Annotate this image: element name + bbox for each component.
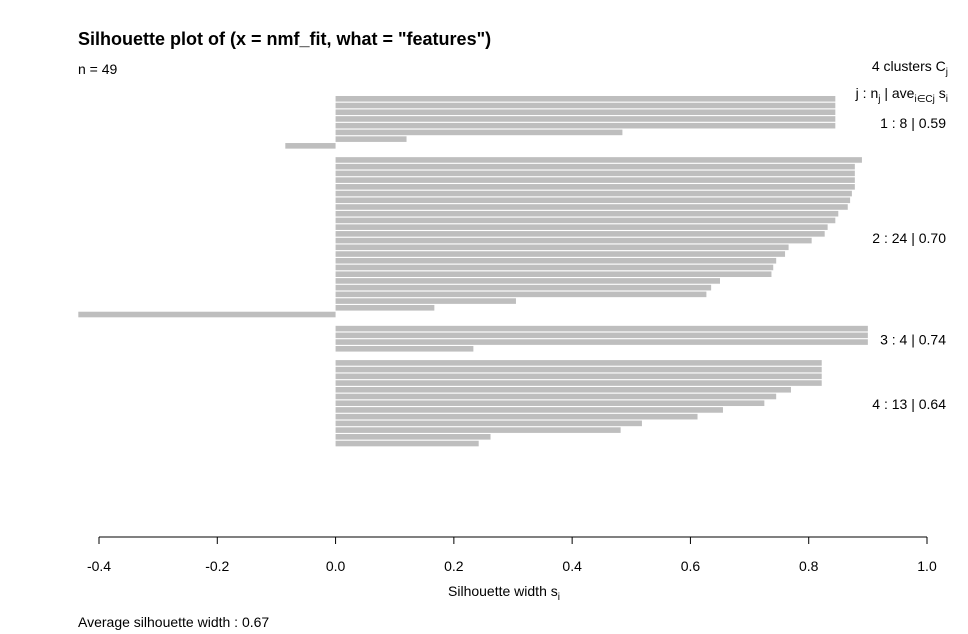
silhouette-bar-c2-2 bbox=[335, 163, 855, 170]
silhouette-bar-c4-3 bbox=[335, 373, 822, 380]
silhouette-bar-c2-23 bbox=[335, 304, 435, 311]
silhouette-bar-c3-3 bbox=[335, 339, 868, 345]
silhouette-bar-c2-11 bbox=[335, 224, 828, 230]
silhouette-bar-c1-8 bbox=[285, 143, 336, 149]
silhouette-bar-c4-1 bbox=[335, 360, 822, 366]
silhouette-bar-c1-2 bbox=[335, 102, 836, 109]
bars-group bbox=[78, 96, 868, 447]
silhouette-bar-c4-12 bbox=[335, 434, 491, 440]
silhouette-bar-c3-2 bbox=[335, 332, 868, 339]
silhouette-bar-c2-12 bbox=[335, 231, 825, 237]
silhouette-bar-c2-21 bbox=[335, 291, 707, 298]
x-axis: -0.4 -0.2 0.0 0.2 0.4 0.6 0.8 1.0 bbox=[87, 536, 937, 574]
legend-header: 4 clusters Cj j : nj | avei∈Cj si bbox=[856, 56, 948, 110]
x-tick-label-0: -0.4 bbox=[87, 558, 111, 574]
silhouette-bar-c2-20 bbox=[335, 284, 712, 291]
silhouette-bar-c2-9 bbox=[335, 210, 839, 217]
cluster-label-3: 3 : 4 | 0.74 bbox=[880, 331, 946, 347]
silhouette-bar-c2-6 bbox=[335, 190, 852, 197]
silhouette-bar-c4-13 bbox=[335, 440, 479, 447]
silhouette-bar-c2-13 bbox=[335, 237, 812, 244]
x-tick-label-5: 0.6 bbox=[681, 558, 701, 574]
silhouette-bar-c2-14 bbox=[335, 244, 789, 251]
x-tick-label-1: -0.2 bbox=[205, 558, 229, 574]
silhouette-bar-c4-2 bbox=[335, 366, 822, 373]
silhouette-bar-c4-9 bbox=[335, 413, 698, 420]
silhouette-bar-c2-10 bbox=[335, 217, 836, 224]
silhouette-bar-c2-1 bbox=[335, 157, 862, 163]
silhouette-bar-c1-6 bbox=[335, 129, 623, 136]
x-axis-label: Silhouette width si bbox=[448, 583, 560, 603]
legend-line-1: 4 clusters Cj bbox=[871, 58, 948, 78]
silhouette-bar-c4-10 bbox=[335, 420, 642, 427]
cluster-label-4: 4 : 13 | 0.64 bbox=[872, 396, 946, 412]
silhouette-bar-c1-4 bbox=[335, 116, 836, 122]
legend-line-2: j : nj | avei∈Cj si bbox=[855, 84, 948, 105]
silhouette-bar-c2-18 bbox=[335, 271, 772, 277]
chart-title: Silhouette plot of (x = nmf_fit, what = … bbox=[78, 29, 492, 49]
x-tick-label-6: 0.8 bbox=[799, 558, 819, 574]
silhouette-bar-c1-7 bbox=[335, 136, 407, 142]
silhouette-bar-c2-17 bbox=[335, 264, 774, 271]
silhouette-bar-c2-22 bbox=[335, 298, 516, 304]
silhouette-bar-c4-4 bbox=[335, 380, 822, 386]
silhouette-bar-c4-5 bbox=[335, 386, 791, 393]
silhouette-bar-c1-5 bbox=[335, 122, 836, 129]
x-tick-label-3: 0.2 bbox=[444, 558, 464, 574]
silhouette-bar-c4-7 bbox=[335, 400, 765, 407]
cluster-label-2: 2 : 24 | 0.70 bbox=[872, 230, 946, 246]
silhouette-bar-c1-3 bbox=[335, 109, 836, 116]
silhouette-bar-c4-8 bbox=[335, 407, 723, 413]
x-tick-label-4: 0.4 bbox=[562, 558, 582, 574]
cluster-labels-group: 1 : 8 | 0.59 2 : 24 | 0.70 3 : 4 | 0.74 4 :… bbox=[872, 115, 946, 412]
silhouette-bar-c1-1 bbox=[335, 96, 836, 102]
silhouette-bar-c4-11 bbox=[335, 427, 621, 433]
average-silhouette-width: Average silhouette width : 0.67 bbox=[78, 614, 270, 630]
silhouette-bar-c3-1 bbox=[335, 325, 868, 332]
silhouette-bar-c2-24 bbox=[78, 311, 336, 318]
silhouette-bar-c2-5 bbox=[335, 184, 855, 190]
silhouette-bar-c2-15 bbox=[335, 251, 786, 257]
silhouette-bar-c2-7 bbox=[335, 197, 851, 204]
silhouette-bar-c2-3 bbox=[335, 170, 855, 177]
cluster-label-1: 1 : 8 | 0.59 bbox=[880, 115, 946, 131]
silhouette-bar-c4-6 bbox=[335, 393, 777, 400]
x-tick-label-2: 0.0 bbox=[326, 558, 346, 574]
x-tick-label-7: 1.0 bbox=[917, 558, 937, 574]
silhouette-bar-c2-16 bbox=[335, 257, 777, 264]
chart-subtitle: n = 49 bbox=[78, 61, 118, 77]
silhouette-bar-c2-19 bbox=[335, 278, 720, 284]
silhouette-bar-c3-4 bbox=[335, 345, 474, 352]
silhouette-bar-c2-4 bbox=[335, 177, 855, 183]
silhouette-bar-c2-8 bbox=[335, 204, 848, 210]
